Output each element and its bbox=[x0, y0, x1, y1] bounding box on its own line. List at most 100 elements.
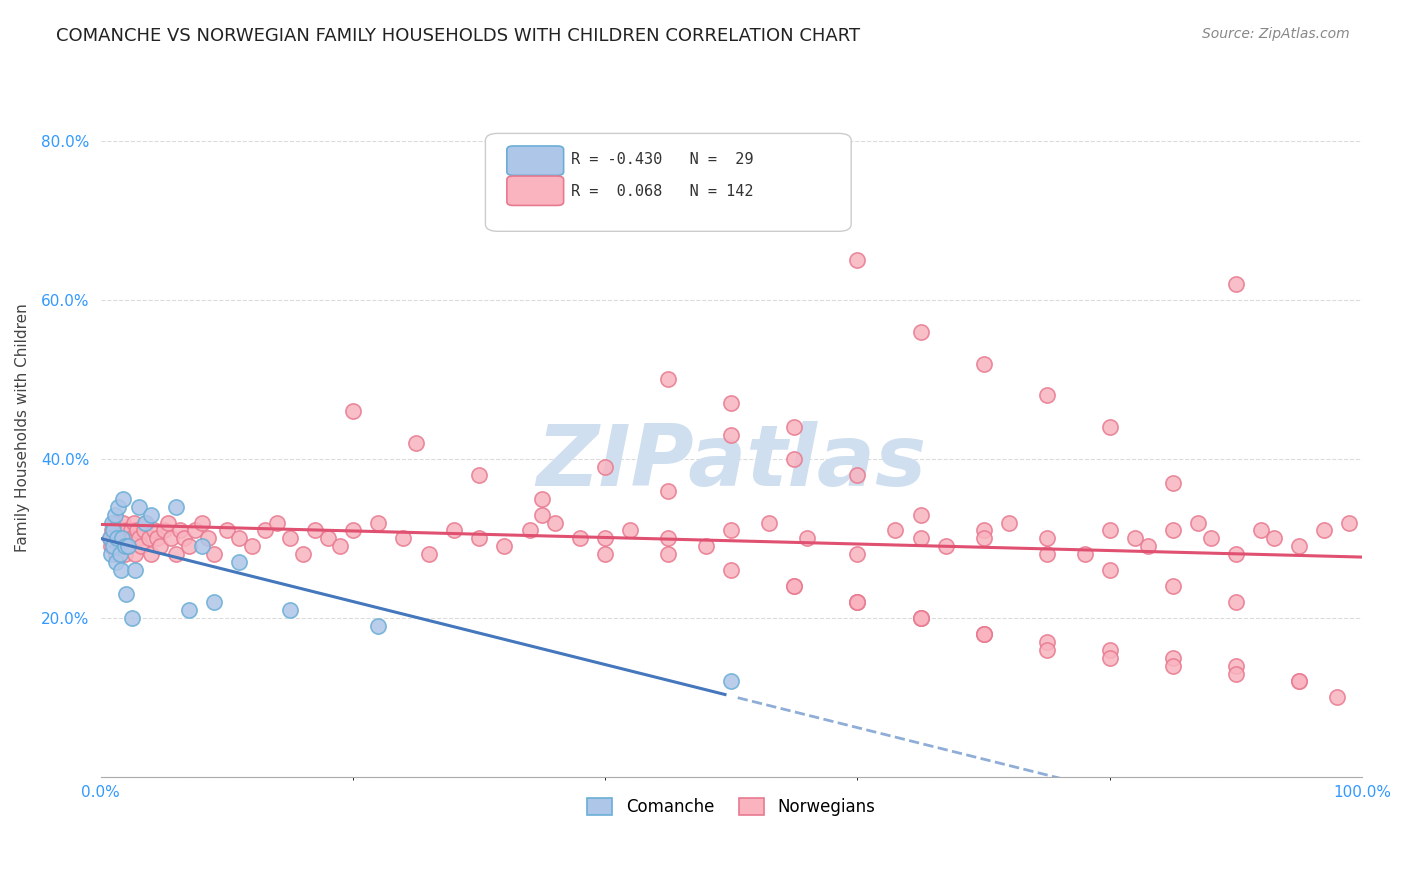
Point bbox=[129, 540, 152, 554]
Point bbox=[173, 532, 195, 546]
Point bbox=[593, 459, 616, 474]
Point bbox=[405, 436, 427, 450]
Point bbox=[519, 524, 541, 538]
Point bbox=[758, 516, 780, 530]
Point bbox=[115, 524, 138, 538]
Point bbox=[910, 508, 932, 522]
Point bbox=[177, 603, 200, 617]
Point bbox=[1098, 420, 1121, 434]
Point bbox=[125, 532, 148, 546]
Point bbox=[1288, 674, 1310, 689]
Point bbox=[910, 611, 932, 625]
Point bbox=[1123, 532, 1146, 546]
Point bbox=[342, 404, 364, 418]
Point bbox=[973, 627, 995, 641]
Point bbox=[1035, 532, 1057, 546]
Point bbox=[105, 532, 128, 546]
Point bbox=[1035, 634, 1057, 648]
Point bbox=[1161, 658, 1184, 673]
Point bbox=[1225, 658, 1247, 673]
Point bbox=[115, 532, 138, 546]
Point bbox=[695, 540, 717, 554]
Point bbox=[103, 532, 125, 546]
Point bbox=[531, 491, 554, 506]
Point bbox=[1035, 388, 1057, 402]
Point bbox=[240, 540, 263, 554]
Point bbox=[111, 532, 134, 546]
Point bbox=[112, 516, 135, 530]
Point bbox=[1313, 524, 1336, 538]
Point bbox=[156, 516, 179, 530]
Text: Source: ZipAtlas.com: Source: ZipAtlas.com bbox=[1202, 27, 1350, 41]
Point bbox=[910, 325, 932, 339]
Point bbox=[884, 524, 907, 538]
Point bbox=[98, 532, 121, 546]
Point bbox=[720, 396, 742, 410]
Point bbox=[128, 532, 150, 546]
Legend: Comanche, Norwegians: Comanche, Norwegians bbox=[579, 789, 883, 824]
Point bbox=[117, 540, 139, 554]
Point bbox=[1073, 547, 1095, 561]
Point bbox=[278, 532, 301, 546]
Point bbox=[135, 516, 157, 530]
Point bbox=[266, 516, 288, 530]
Point bbox=[100, 540, 122, 554]
Point bbox=[121, 532, 143, 546]
Point bbox=[304, 524, 326, 538]
Point bbox=[202, 595, 225, 609]
Point bbox=[367, 516, 389, 530]
Point bbox=[494, 540, 516, 554]
Point bbox=[973, 524, 995, 538]
Point bbox=[329, 540, 352, 554]
Point bbox=[1098, 563, 1121, 577]
Point bbox=[110, 524, 132, 538]
Point bbox=[149, 540, 172, 554]
Point bbox=[720, 674, 742, 689]
Point bbox=[160, 532, 183, 546]
Point bbox=[468, 532, 491, 546]
Point bbox=[1199, 532, 1222, 546]
Point bbox=[253, 524, 276, 538]
Point bbox=[1250, 524, 1272, 538]
Point bbox=[124, 547, 146, 561]
Point bbox=[910, 611, 932, 625]
Point bbox=[1288, 540, 1310, 554]
Point bbox=[1161, 475, 1184, 490]
Point bbox=[973, 532, 995, 546]
Point bbox=[165, 547, 187, 561]
Point bbox=[101, 516, 124, 530]
Point bbox=[1288, 674, 1310, 689]
Point bbox=[112, 491, 135, 506]
Point bbox=[104, 516, 127, 530]
Point bbox=[783, 579, 806, 593]
Point bbox=[935, 540, 957, 554]
Point bbox=[1187, 516, 1209, 530]
Point bbox=[619, 524, 641, 538]
Point bbox=[134, 516, 156, 530]
Point bbox=[468, 467, 491, 482]
Point bbox=[973, 627, 995, 641]
Point bbox=[846, 467, 869, 482]
Text: COMANCHE VS NORWEGIAN FAMILY HOUSEHOLDS WITH CHILDREN CORRELATION CHART: COMANCHE VS NORWEGIAN FAMILY HOUSEHOLDS … bbox=[56, 27, 860, 45]
Point bbox=[184, 524, 207, 538]
Point bbox=[720, 524, 742, 538]
Point bbox=[544, 516, 567, 530]
Point bbox=[146, 532, 169, 546]
Point bbox=[107, 532, 129, 546]
Point bbox=[1326, 690, 1348, 705]
Point bbox=[104, 555, 127, 569]
Point bbox=[973, 357, 995, 371]
Point bbox=[104, 508, 127, 522]
Point bbox=[165, 500, 187, 514]
Point bbox=[910, 611, 932, 625]
FancyBboxPatch shape bbox=[485, 134, 851, 231]
Text: ZIPatlas: ZIPatlas bbox=[536, 421, 927, 504]
Point bbox=[278, 603, 301, 617]
Point bbox=[152, 524, 174, 538]
Point bbox=[342, 524, 364, 538]
Point bbox=[127, 524, 149, 538]
Point bbox=[228, 532, 250, 546]
Point bbox=[177, 540, 200, 554]
Point bbox=[846, 547, 869, 561]
Point bbox=[121, 611, 143, 625]
